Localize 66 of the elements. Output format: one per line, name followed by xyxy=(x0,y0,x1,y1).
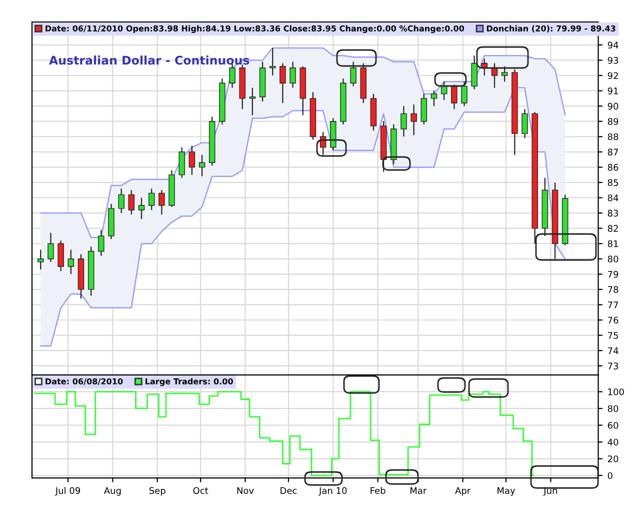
x-tick-label: Jan 10 xyxy=(318,487,347,496)
y-tick-label: 40 xyxy=(608,438,618,446)
candlestick xyxy=(138,197,145,220)
y-tick-label: 92 xyxy=(608,72,618,80)
y-tick-label: 82 xyxy=(608,225,618,232)
candlestick xyxy=(522,108,528,139)
candlestick xyxy=(249,87,256,116)
y-tick-label: 93 xyxy=(608,56,618,64)
y-tick-label: 83 xyxy=(608,210,618,217)
candlestick xyxy=(48,232,54,262)
x-tick-label: Dec xyxy=(280,487,297,494)
y-tick-label: 0 xyxy=(608,472,612,480)
legend-label: Large Traders: 0.00 xyxy=(146,378,233,386)
y-tick-label: 91 xyxy=(608,88,618,94)
x-tick-label: Apr xyxy=(455,487,471,496)
x-tick-label: Nov xyxy=(237,487,254,494)
candlestick xyxy=(198,154,206,177)
candlestick xyxy=(58,240,64,272)
candlestick xyxy=(98,229,104,256)
candlestick xyxy=(128,190,135,216)
y-tick-label: 74 xyxy=(608,347,618,354)
y-tick-label: 90 xyxy=(608,102,618,110)
candlestick xyxy=(410,104,417,136)
candlestick xyxy=(430,90,438,107)
x-tick-label: May xyxy=(498,487,516,496)
y-tick-label: 80 xyxy=(608,256,618,262)
y-tick-label: 87 xyxy=(608,148,618,156)
x-tick-label: Jul 09 xyxy=(54,487,80,496)
x-tick-label: Aug xyxy=(104,487,121,496)
candlestick xyxy=(158,190,165,216)
y-tick-label: 89 xyxy=(608,118,618,125)
candlestick xyxy=(38,249,44,270)
legend-label: Date: 06/11/2010 Open:83.98 High:84.19 Low:83.36 Close:83.95 Change:0.00 %Change:0.00 xyxy=(46,25,464,34)
x-tick-label: Mar xyxy=(410,487,427,494)
y-tick-label: 94 xyxy=(608,42,618,48)
y-tick-label: 75 xyxy=(608,332,618,339)
candlestick xyxy=(400,106,407,138)
y-tick-label: 84 xyxy=(608,194,618,202)
y-tick-label: 20 xyxy=(608,455,618,462)
y-tick-label: 80 xyxy=(608,405,618,412)
candlestick xyxy=(188,145,196,176)
candlestick xyxy=(290,61,296,88)
candlestick xyxy=(178,146,185,178)
candlestick xyxy=(148,188,155,211)
y-tick-label: 81 xyxy=(608,240,618,248)
y-tick-label: 77 xyxy=(608,302,618,308)
y-tick-label: 60 xyxy=(608,422,618,429)
x-tick-label: Feb xyxy=(370,487,386,494)
y-tick-label: 76 xyxy=(608,316,618,324)
x-tick-label: Oct xyxy=(193,487,208,494)
candlestick xyxy=(420,93,428,125)
text: Australian Dollar - Continuous xyxy=(49,56,250,65)
y-tick-label: 79 xyxy=(608,270,618,278)
annotation: Date: 06/08/2010 xyxy=(46,378,123,386)
y-tick-label: 100 xyxy=(608,388,624,396)
candlestick xyxy=(118,188,124,214)
y-tick-label: 86 xyxy=(608,164,618,171)
candlestick xyxy=(280,62,286,104)
y-tick-label: 78 xyxy=(608,286,618,293)
legend-label: Donchian (20): 79.99 - 89.43 xyxy=(486,25,616,32)
y-tick-label: 85 xyxy=(608,179,618,186)
x-tick-label: Jun xyxy=(543,487,557,496)
y-tick-label: 73 xyxy=(608,362,618,370)
candlestick xyxy=(68,249,74,275)
x-tick-label: Sep xyxy=(149,487,166,496)
y-tick-label: 88 xyxy=(608,133,618,140)
